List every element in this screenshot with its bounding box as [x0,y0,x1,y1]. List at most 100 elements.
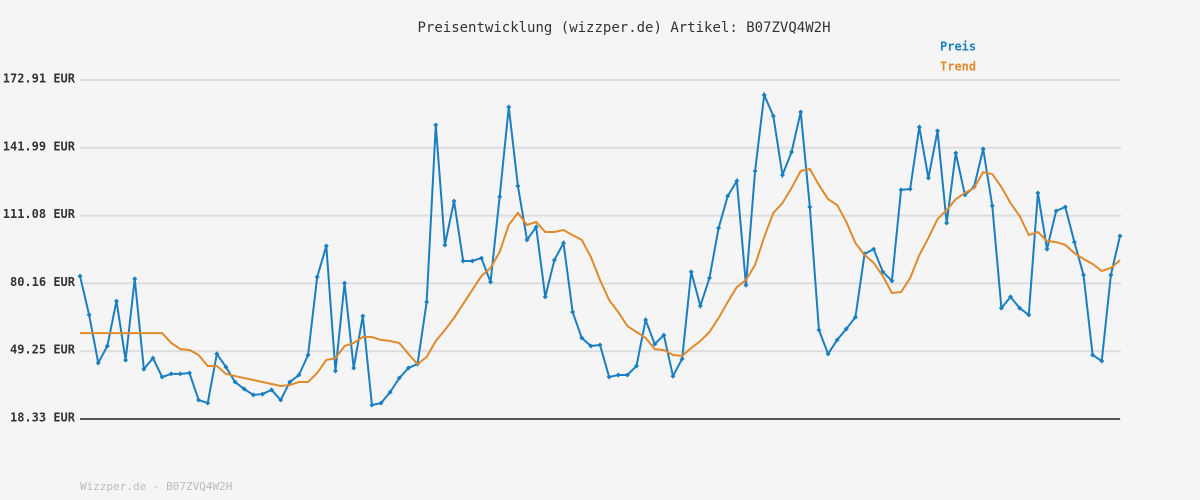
point-marker [278,397,284,403]
point-marker [852,314,858,320]
point-marker [1099,358,1105,364]
point-marker [779,172,785,178]
point-marker [77,273,83,279]
legend-entry: Trend [940,60,976,74]
point-marker [542,294,548,300]
point-marker [159,374,165,380]
point-marker [633,363,639,369]
point-marker [1053,208,1059,214]
point-marker [123,357,129,363]
point-marker [269,387,275,393]
point-marker [624,372,630,378]
point-marker [351,365,357,371]
point-marker [378,400,384,406]
point-marker [843,326,849,332]
point-marker [743,282,749,288]
point-marker [1090,352,1096,358]
series-line [80,167,1121,387]
point-marker [734,178,740,184]
point-marker [789,149,795,155]
point-marker [834,337,840,343]
point-marker [889,278,895,284]
point-marker [223,364,229,370]
point-marker [898,187,904,193]
point-marker [597,342,603,348]
y-tick-label: 172.91 EUR [3,72,76,86]
point-marker [150,355,156,361]
point-marker [168,371,174,377]
point-marker [570,309,576,315]
point-marker [342,280,348,286]
point-marker [825,351,831,357]
point-marker [944,220,950,226]
y-tick-label: 80.16 EUR [10,275,76,289]
point-marker [287,379,293,385]
point-marker [935,128,941,134]
point-marker [177,371,183,377]
y-tick-label: 111.08 EUR [3,207,76,221]
point-marker [259,391,265,397]
point-marker [998,305,1004,311]
point-marker [1081,272,1087,278]
point-marker [323,243,329,249]
point-marker [761,92,767,98]
point-marker [706,275,712,281]
point-marker [104,343,110,349]
point-marker [1035,190,1041,196]
point-marker [871,246,877,252]
point-marker [469,258,475,264]
point-marker [1017,305,1023,311]
point-marker [488,279,494,285]
point-marker [1026,312,1032,318]
point-marker [442,242,448,248]
point-marker [205,400,211,406]
point-marker [652,341,658,347]
point-marker [725,193,731,199]
point-marker [579,335,585,341]
point-marker [360,313,366,319]
point-marker [186,370,192,376]
point-marker [524,237,530,243]
point-marker [679,356,685,362]
point-marker [478,255,484,261]
point-marker [615,372,621,378]
point-marker [925,175,931,181]
point-marker [752,168,758,174]
point-marker [643,317,649,323]
point-marker [716,225,722,231]
point-marker [1044,246,1050,252]
point-marker [132,276,138,282]
point-marker [141,366,147,372]
point-marker [980,146,986,152]
point-marker [387,389,393,395]
point-marker [232,379,238,385]
point-marker [688,269,694,275]
point-marker [551,257,557,263]
point-marker [405,365,411,371]
point-marker [506,104,512,110]
point-marker [396,375,402,381]
point-marker [1071,239,1077,245]
point-marker [561,240,567,246]
y-tick-label: 18.33 EUR [10,411,76,425]
point-marker [241,386,247,392]
point-marker [989,203,995,209]
y-tick-label: 49.25 EUR [10,343,76,357]
point-marker [661,332,667,338]
point-marker [770,113,776,119]
chart-title: Preisentwicklung (wizzper.de) Artikel: B… [417,20,830,36]
point-marker [1008,294,1014,300]
legend-entry: Preis [940,40,976,54]
point-marker [86,312,92,318]
footer: Wizzper.de - B07ZVQ4W2H [80,480,232,493]
point-marker [250,392,256,398]
point-marker [95,360,101,366]
point-marker [953,150,959,156]
point-marker [305,352,311,358]
point-marker [369,402,375,408]
point-marker [816,327,822,333]
point-marker [907,186,913,192]
point-marker [332,368,338,374]
